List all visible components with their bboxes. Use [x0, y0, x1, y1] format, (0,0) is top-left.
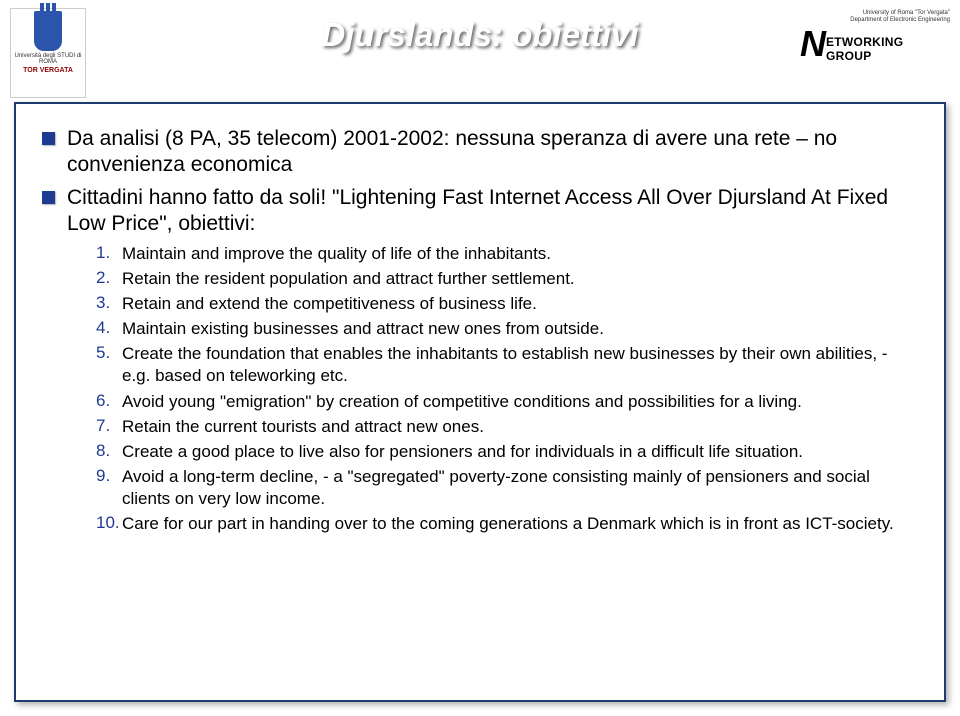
list-item: 8. Create a good place to live also for …: [96, 441, 918, 463]
item-text: Care for our part in handing over to the…: [122, 513, 894, 535]
content-frame: Da analisi (8 PA, 35 telecom) 2001-2002:…: [14, 102, 946, 702]
logo-left-line1: Università degli STUDI di ROMA: [11, 52, 85, 66]
item-text: Maintain existing businesses and attract…: [122, 318, 604, 340]
list-item: 2. Retain the resident population and at…: [96, 268, 918, 290]
list-item: 5. Create the foundation that enables th…: [96, 343, 918, 387]
bullet-item: Cittadini hanno fatto da soli! "Lighteni…: [42, 185, 918, 238]
item-text: Retain the current tourists and attract …: [122, 416, 484, 438]
list-item: 6. Avoid young "emigration" by creation …: [96, 391, 918, 413]
list-item: 4. Maintain existing businesses and attr…: [96, 318, 918, 340]
item-number: 1.: [96, 243, 122, 263]
slide-title: Djurslands: obiettivi: [321, 16, 638, 54]
list-item: 3. Retain and extend the competitiveness…: [96, 293, 918, 315]
item-number: 3.: [96, 293, 122, 313]
logo-left-line2: TOR VERGATA: [11, 66, 85, 75]
item-number: 4.: [96, 318, 122, 338]
item-text: Maintain and improve the quality of life…: [122, 243, 551, 265]
bullet-item: Da analisi (8 PA, 35 telecom) 2001-2002:…: [42, 126, 918, 179]
item-number: 8.: [96, 441, 122, 461]
item-text: Create the foundation that enables the i…: [122, 343, 918, 387]
item-number: 2.: [96, 268, 122, 288]
list-item: 10. Care for our part in handing over to…: [96, 513, 918, 535]
bullet-text: Da analisi (8 PA, 35 telecom) 2001-2002:…: [67, 126, 918, 179]
item-number: 9.: [96, 466, 122, 486]
item-number: 10.: [96, 513, 122, 533]
item-text: Create a good place to live also for pen…: [122, 441, 803, 463]
item-text: Retain the resident population and attra…: [122, 268, 575, 290]
item-number: 6.: [96, 391, 122, 411]
numbered-list: 1. Maintain and improve the quality of l…: [96, 243, 918, 535]
item-text: Avoid a long-term decline, - a "segregat…: [122, 466, 918, 510]
slide-title-bar: Djurslands: obiettivi: [0, 16, 960, 54]
square-bullet-icon: [42, 191, 55, 204]
item-text: Retain and extend the competitiveness of…: [122, 293, 537, 315]
square-bullet-icon: [42, 132, 55, 145]
item-number: 7.: [96, 416, 122, 436]
list-item: 1. Maintain and improve the quality of l…: [96, 243, 918, 265]
bullet-text: Cittadini hanno fatto da soli! "Lighteni…: [67, 185, 918, 238]
list-item: 7. Retain the current tourists and attra…: [96, 416, 918, 438]
list-item: 9. Avoid a long-term decline, - a "segre…: [96, 466, 918, 510]
item-text: Avoid young "emigration" by creation of …: [122, 391, 802, 413]
item-number: 5.: [96, 343, 122, 363]
